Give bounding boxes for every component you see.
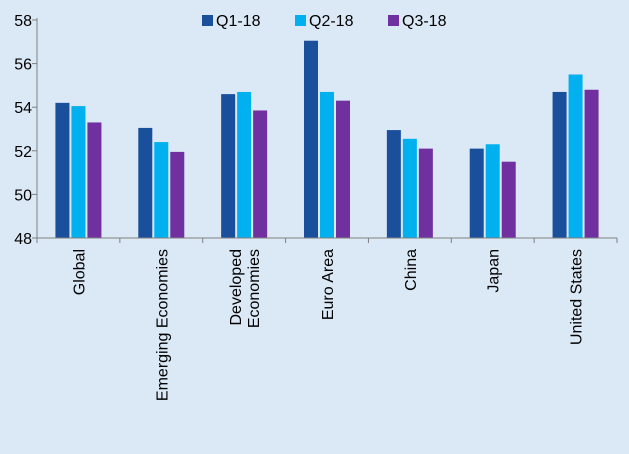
- bar-q1-18: [552, 91, 567, 238]
- legend-swatch: [295, 15, 306, 26]
- bar-q2-18: [320, 91, 334, 238]
- legend-swatch: [202, 15, 213, 26]
- y-tick-label: 56: [14, 57, 32, 74]
- y-tick-label: 52: [14, 144, 32, 161]
- x-tick-label: Japan: [486, 249, 503, 293]
- bar-q3-18: [87, 122, 102, 238]
- bar-q2-18: [402, 138, 417, 238]
- y-tick-label: 54: [14, 100, 32, 117]
- bars: [55, 40, 599, 239]
- bar-q1-18: [138, 127, 153, 238]
- legend-item: Q1-18: [202, 13, 261, 30]
- bar-q3-18: [584, 89, 599, 238]
- x-axis: Global Emerging Economies DevelopedEconomi…: [36, 237, 618, 401]
- x-tick-label: Global: [71, 249, 88, 295]
- legend-label: Q3-18: [402, 13, 447, 30]
- legend-label: Q2-18: [309, 13, 354, 30]
- bar-q3-18: [253, 110, 268, 238]
- x-tick-label: Emerging Economies: [154, 249, 171, 401]
- bar-q3-18: [418, 148, 433, 238]
- bar-q1-18: [55, 102, 70, 238]
- bar-q1-18: [304, 40, 318, 239]
- y-tick-label: 48: [14, 231, 32, 248]
- bar-q2-18: [71, 106, 86, 238]
- bar-q2-18: [237, 91, 252, 238]
- bar-q2-18: [485, 144, 500, 238]
- legend-item: Q3-18: [388, 13, 447, 30]
- legend-swatch: [388, 15, 399, 26]
- bar-q3-18: [336, 100, 350, 238]
- bar-q3-18: [501, 161, 516, 238]
- y-axis: 48 50 52 54 56 58: [14, 13, 38, 248]
- x-tick-label: Euro Area: [320, 249, 337, 320]
- x-tick-label: China: [403, 249, 420, 291]
- legend: Q1-18 Q2-18 Q3-18: [202, 13, 447, 30]
- x-tick-label: DevelopedEconomies: [228, 249, 263, 328]
- bar-q2-18: [568, 74, 583, 238]
- y-tick-label: 58: [14, 13, 32, 30]
- x-tick-label: United States: [569, 249, 586, 345]
- y-tick-label: 50: [14, 187, 32, 204]
- legend-item: Q2-18: [295, 13, 354, 30]
- bar-q3-18: [170, 151, 185, 238]
- bar-q1-18: [221, 94, 236, 239]
- legend-label: Q1-18: [216, 13, 261, 30]
- bar-q1-18: [386, 130, 401, 238]
- bar-q2-18: [154, 142, 169, 238]
- bar-q1-18: [469, 148, 484, 238]
